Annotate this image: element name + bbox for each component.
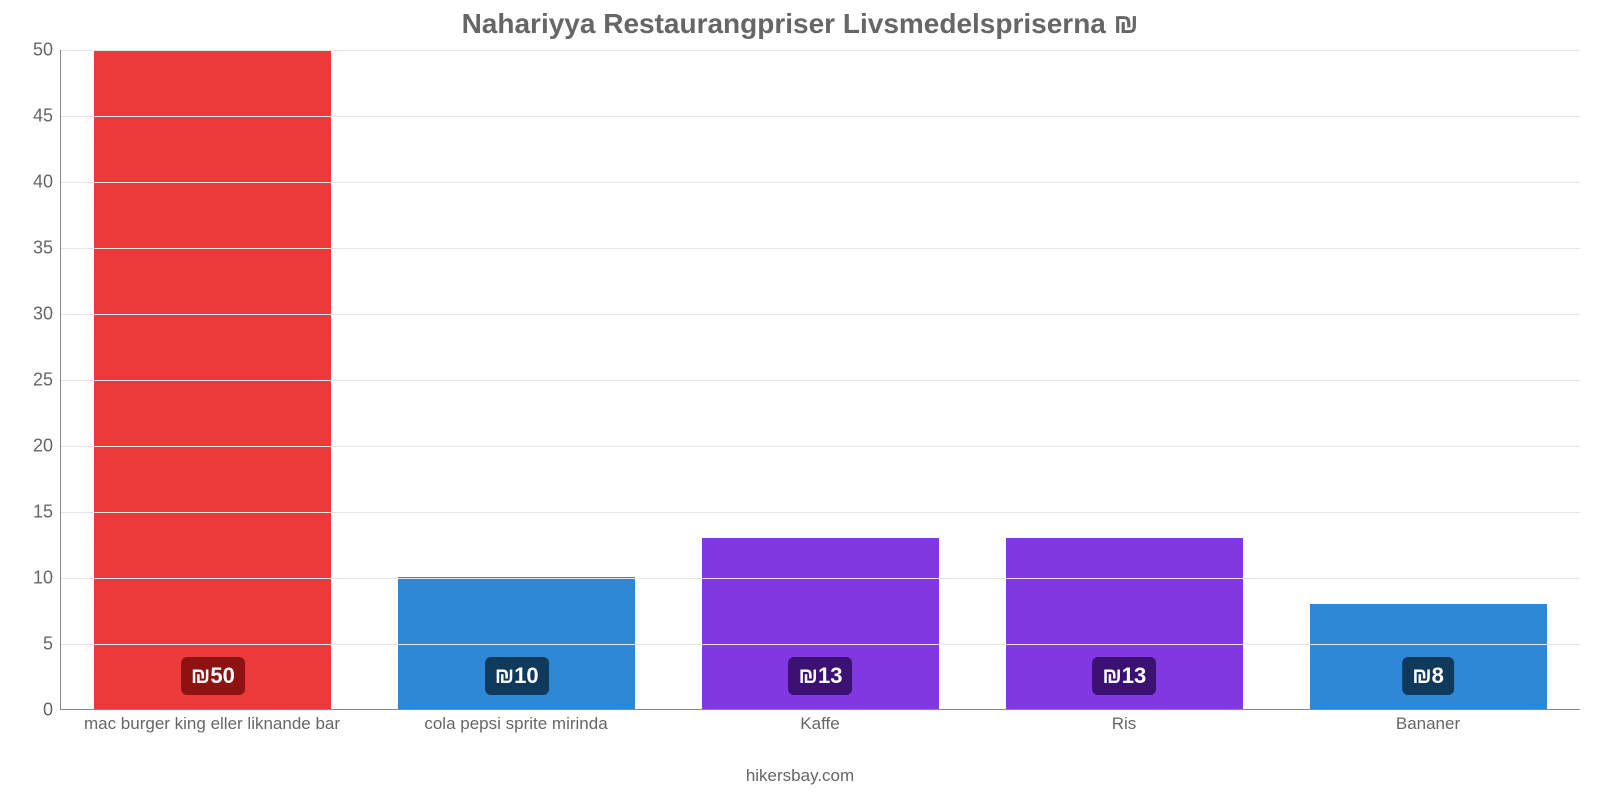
grid-line (61, 446, 1580, 447)
price-bar-chart: Nahariyya Restaurangpriser Livsmedelspri… (0, 0, 1600, 800)
bar: ₪13 (702, 538, 939, 709)
grid-line (61, 116, 1580, 117)
plot-area: ₪50₪10₪13₪13₪8 05101520253035404550 (60, 50, 1580, 710)
y-tick-label: 5 (43, 634, 61, 655)
bar: ₪8 (1310, 604, 1547, 709)
y-tick-label: 50 (33, 40, 61, 61)
value-badge: ₪10 (485, 657, 549, 695)
grid-line (61, 182, 1580, 183)
y-tick-label: 35 (33, 238, 61, 259)
y-tick-label: 30 (33, 304, 61, 325)
x-tick-label: Ris (972, 714, 1276, 734)
y-tick-label: 10 (33, 568, 61, 589)
x-axis-labels: mac burger king eller liknande barcola p… (60, 714, 1580, 734)
grid-line (61, 248, 1580, 249)
grid-line (61, 578, 1580, 579)
bar: ₪13 (1006, 538, 1243, 709)
y-tick-label: 45 (33, 106, 61, 127)
y-tick-label: 25 (33, 370, 61, 391)
chart-footer: hikersbay.com (0, 766, 1600, 786)
y-tick-label: 15 (33, 502, 61, 523)
chart-title: Nahariyya Restaurangpriser Livsmedelspri… (0, 8, 1600, 40)
grid-line (61, 512, 1580, 513)
value-badge: ₪50 (181, 657, 245, 695)
value-badge: ₪8 (1402, 657, 1454, 695)
x-tick-label: Bananer (1276, 714, 1580, 734)
y-tick-label: 20 (33, 436, 61, 457)
y-tick-label: 40 (33, 172, 61, 193)
value-badge: ₪13 (1092, 657, 1156, 695)
grid-line (61, 50, 1580, 51)
grid-line (61, 314, 1580, 315)
x-tick-label: Kaffe (668, 714, 972, 734)
grid-line (61, 644, 1580, 645)
x-tick-label: cola pepsi sprite mirinda (364, 714, 668, 734)
y-tick-label: 0 (43, 700, 61, 721)
x-tick-label: mac burger king eller liknande bar (60, 714, 364, 734)
grid-line (61, 380, 1580, 381)
value-badge: ₪13 (789, 657, 853, 695)
